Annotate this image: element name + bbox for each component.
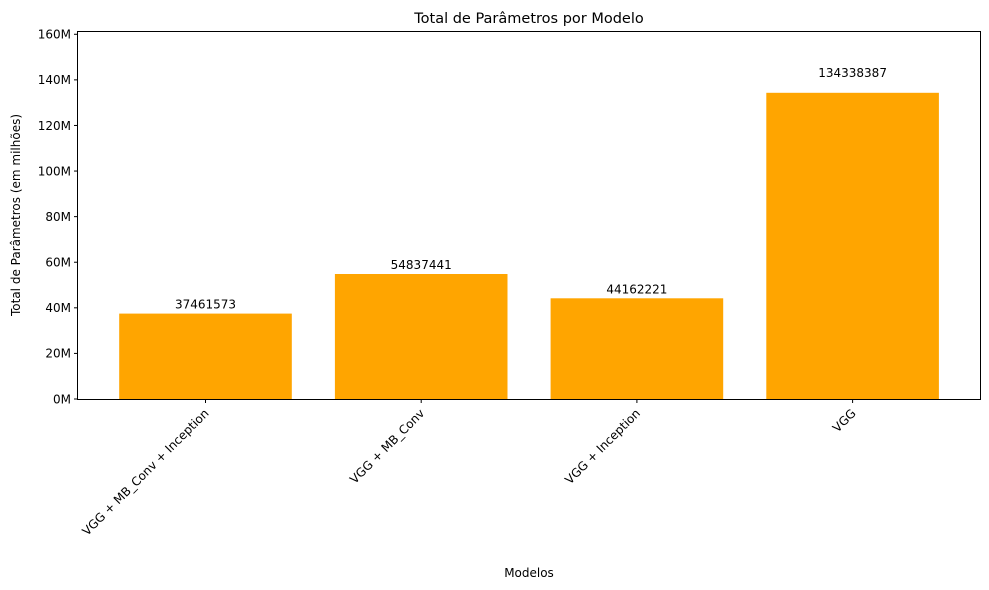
y-tick-label: 160M bbox=[38, 28, 71, 42]
bar-value-label: 44162221 bbox=[606, 282, 667, 296]
y-tick-label: 100M bbox=[38, 164, 71, 178]
chart-title: Total de Parâmetros por Modelo bbox=[413, 11, 644, 27]
bar-labels-group: 37461573 54837441 44162221 134338387 bbox=[175, 66, 887, 312]
bar bbox=[766, 92, 939, 400]
y-tick-label: 140M bbox=[38, 73, 71, 87]
bar-value-label: 134338387 bbox=[818, 66, 887, 80]
bar bbox=[119, 313, 292, 399]
plot-frame bbox=[77, 31, 981, 400]
y-axis-label: Total de Parâmetros (em milhões) bbox=[9, 114, 23, 317]
bar bbox=[550, 298, 724, 399]
bar bbox=[334, 274, 508, 399]
bar-value-label: 37461573 bbox=[175, 298, 236, 312]
y-tick-label: 120M bbox=[38, 119, 71, 133]
y-tick-label: 0M bbox=[53, 392, 71, 406]
bars-group bbox=[119, 92, 939, 400]
y-tick-label: 20M bbox=[45, 347, 71, 361]
y-tick-label: 80M bbox=[45, 210, 71, 224]
x-axis-label: Modelos bbox=[504, 566, 554, 580]
y-tick-label: 40M bbox=[45, 301, 71, 315]
bar-value-label: 54837441 bbox=[391, 258, 452, 272]
y-axis: 0M 20M 40M 60M 80M 100M 120M 140M 160M bbox=[38, 28, 78, 406]
y-tick-label: 60M bbox=[45, 256, 71, 270]
